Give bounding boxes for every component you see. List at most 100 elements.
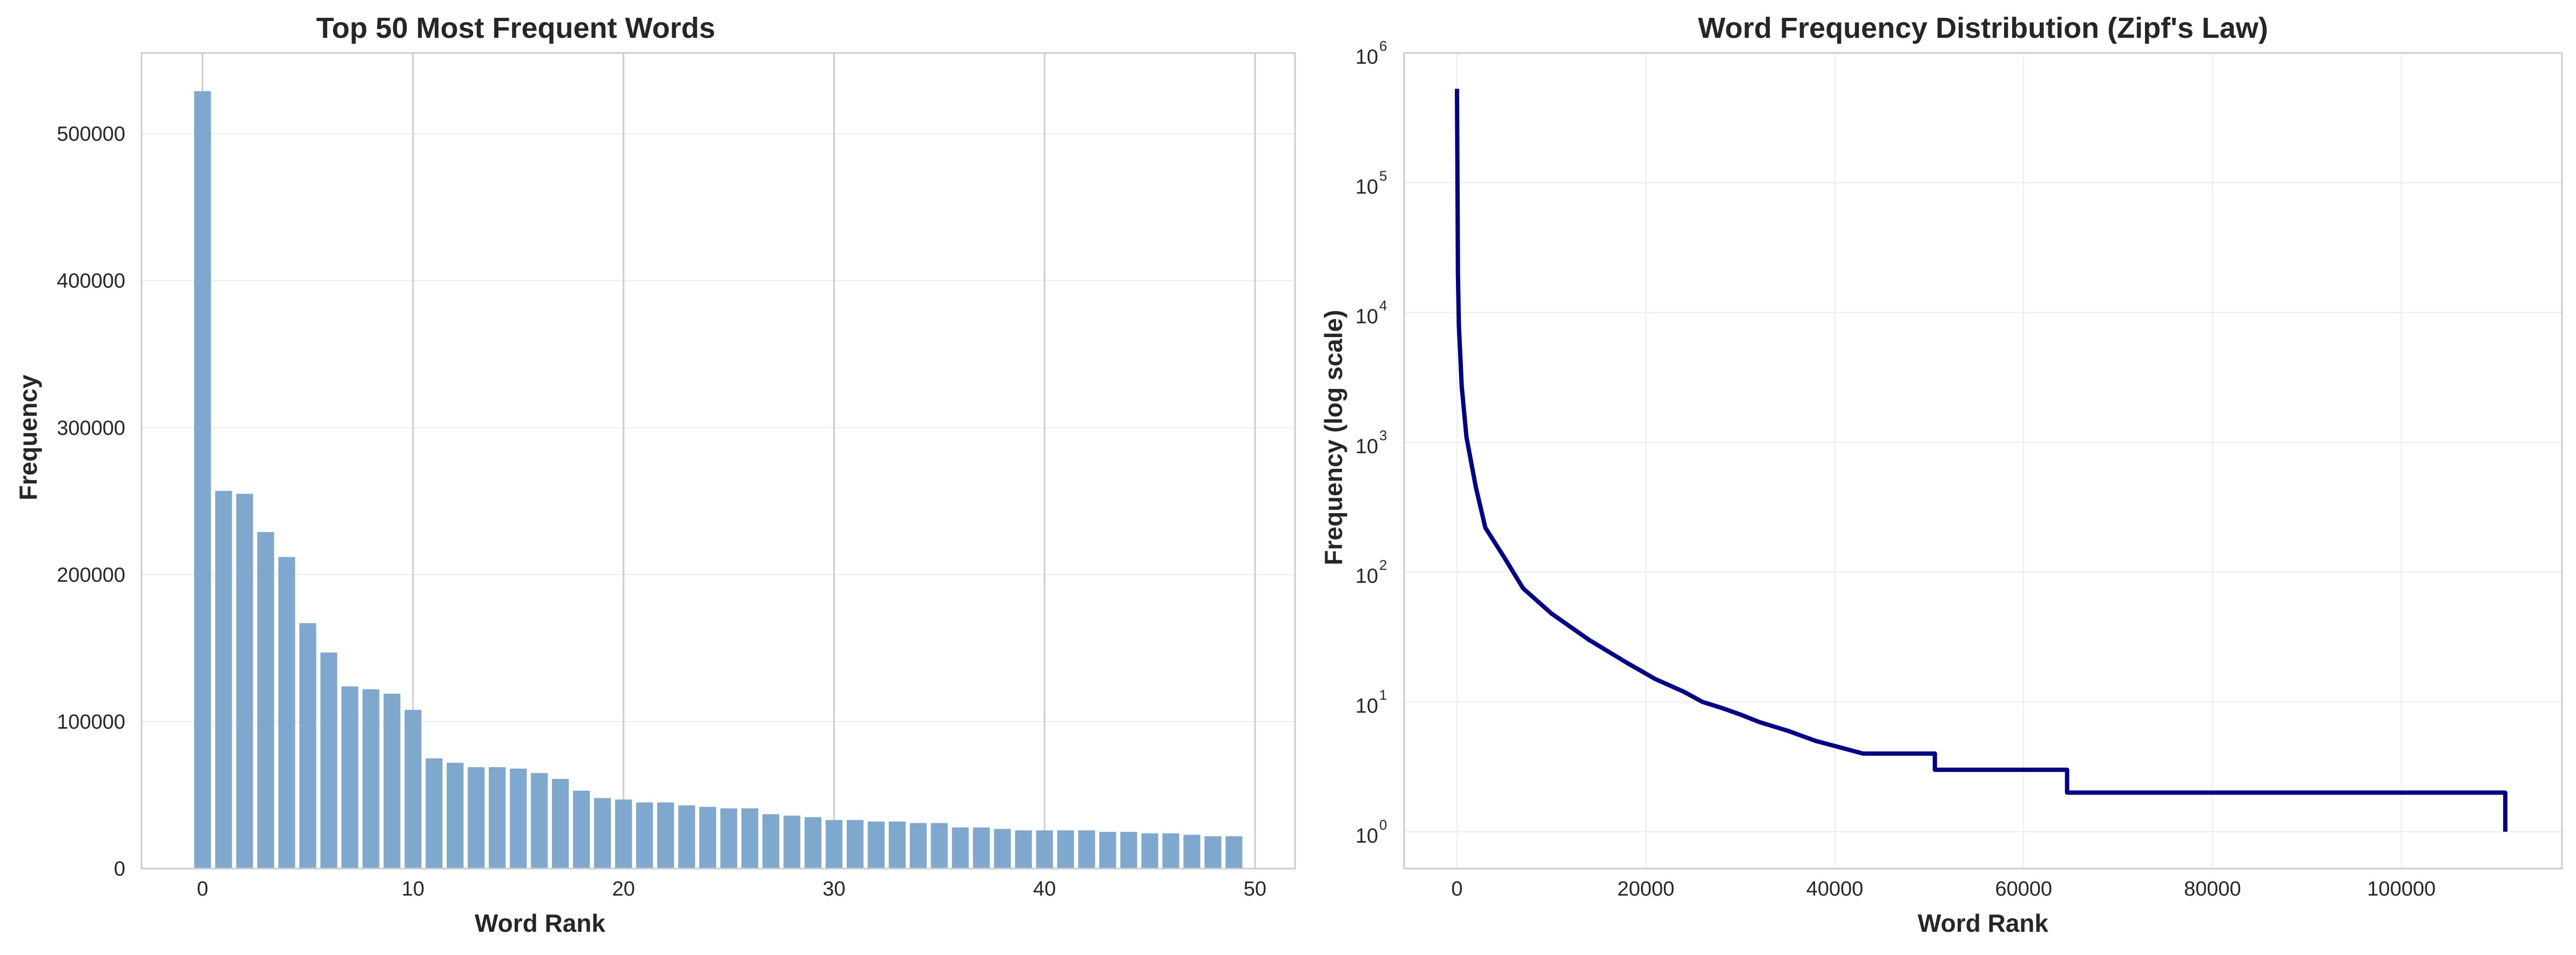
bar bbox=[278, 557, 295, 869]
bar bbox=[615, 799, 632, 869]
zipf-chart-grid bbox=[1404, 52, 2562, 869]
bar bbox=[699, 806, 717, 869]
y-tick-base: 10 bbox=[1356, 306, 1378, 328]
bar bbox=[930, 823, 948, 869]
bar bbox=[1204, 836, 1222, 869]
bar bbox=[973, 827, 990, 869]
bar bbox=[762, 814, 780, 869]
y-tick-label: 200000 bbox=[57, 564, 125, 587]
bar bbox=[447, 763, 464, 869]
bar bbox=[426, 758, 443, 869]
bar bbox=[362, 689, 380, 869]
x-tick-label: 0 bbox=[197, 878, 208, 900]
bar bbox=[1141, 833, 1158, 869]
bar bbox=[552, 779, 569, 869]
bar bbox=[383, 694, 401, 869]
bar bbox=[489, 767, 506, 869]
x-tick-label: 40 bbox=[1033, 878, 1056, 900]
y-tick-exponent: 3 bbox=[1379, 427, 1387, 443]
y-tick-exponent: 2 bbox=[1379, 557, 1387, 573]
y-tick-label: 10 4 bbox=[1356, 298, 1387, 328]
bar bbox=[867, 821, 885, 869]
bar bbox=[1078, 830, 1095, 869]
bar bbox=[341, 686, 359, 869]
bar bbox=[1162, 833, 1179, 869]
y-tick-base: 10 bbox=[1356, 46, 1378, 69]
y-tick-label: 300000 bbox=[57, 417, 125, 440]
y-tick-base: 10 bbox=[1356, 435, 1378, 458]
bar bbox=[320, 653, 338, 869]
bar bbox=[299, 623, 316, 869]
bar bbox=[783, 816, 801, 869]
bar-chart-frame bbox=[140, 52, 1296, 870]
bar bbox=[741, 808, 759, 869]
x-tick-label: 10 bbox=[402, 878, 424, 900]
y-tick-label: 10 3 bbox=[1356, 427, 1387, 458]
bar-chart-y-ticks: 0 100000 200000 300000 400000 500000 bbox=[57, 123, 125, 880]
bar-chart-y-axis-label: Frequency bbox=[14, 374, 42, 500]
bar bbox=[804, 817, 821, 869]
bar bbox=[1057, 830, 1074, 869]
y-tick-label: 10 2 bbox=[1356, 557, 1387, 588]
bar bbox=[678, 805, 696, 869]
bar-chart-x-axis-label: Word Rank bbox=[475, 909, 605, 937]
y-tick-label: 10 6 bbox=[1356, 38, 1387, 69]
y-tick-label: 10 0 bbox=[1356, 817, 1387, 848]
zipf-chart-y-axis-label: Frequency (log scale) bbox=[1319, 310, 1347, 566]
y-tick-base: 10 bbox=[1356, 825, 1378, 848]
bar bbox=[215, 490, 232, 869]
bar bbox=[1183, 835, 1201, 869]
bar bbox=[194, 91, 211, 869]
y-tick-exponent: 5 bbox=[1379, 167, 1387, 184]
bar bbox=[888, 821, 906, 869]
y-tick-label: 500000 bbox=[57, 123, 125, 146]
bar-chart-panel: 0 10 20 30 40 50 0 100000 200000 300000 400000 500… bbox=[14, 12, 1296, 937]
bar bbox=[1015, 830, 1032, 869]
x-tick-label: 30 bbox=[822, 878, 845, 900]
y-tick-label: 0 bbox=[114, 858, 125, 880]
bar bbox=[994, 829, 1011, 869]
bar bbox=[1036, 830, 1053, 869]
x-tick-label: 60000 bbox=[1995, 878, 2052, 900]
bar bbox=[404, 710, 422, 869]
bar bbox=[573, 790, 590, 869]
zipf-chart-title: Word Frequency Distribution (Zipf's Law) bbox=[1698, 12, 2268, 44]
bar-chart-bars bbox=[194, 91, 1243, 869]
bar bbox=[657, 802, 675, 869]
bar bbox=[1099, 831, 1116, 869]
x-tick-label: 40000 bbox=[1806, 878, 1864, 900]
bar bbox=[846, 820, 864, 869]
bar-chart-x-ticks: 0 10 20 30 40 50 bbox=[197, 878, 1266, 900]
y-tick-label: 10 1 bbox=[1356, 687, 1387, 717]
bar-chart-title: Top 50 Most Frequent Words bbox=[316, 12, 715, 44]
y-tick-exponent: 0 bbox=[1379, 817, 1387, 833]
y-tick-exponent: 6 bbox=[1379, 38, 1387, 54]
bar bbox=[468, 767, 485, 869]
bar bbox=[236, 494, 253, 869]
bar bbox=[825, 820, 842, 869]
bar bbox=[636, 802, 653, 869]
bar bbox=[531, 773, 548, 869]
zipf-chart-x-axis-label: Word Rank bbox=[1918, 909, 2048, 937]
bar bbox=[952, 827, 969, 869]
y-tick-exponent: 4 bbox=[1379, 298, 1387, 314]
x-tick-label: 20000 bbox=[1617, 878, 1675, 900]
x-tick-label: 20 bbox=[612, 878, 635, 900]
x-tick-label: 0 bbox=[1451, 878, 1462, 900]
bar bbox=[257, 532, 274, 869]
x-tick-label: 100000 bbox=[2367, 878, 2436, 900]
y-tick-base: 10 bbox=[1356, 565, 1378, 588]
x-tick-label: 80000 bbox=[2184, 878, 2241, 900]
bar bbox=[1225, 836, 1243, 869]
y-tick-exponent: 1 bbox=[1379, 687, 1387, 703]
y-tick-base: 10 bbox=[1356, 176, 1378, 198]
y-tick-label: 400000 bbox=[57, 270, 125, 293]
y-tick-label: 10 5 bbox=[1356, 167, 1387, 198]
zipf-series-line bbox=[1454, 89, 2508, 832]
y-tick-label: 100000 bbox=[57, 711, 125, 734]
bar bbox=[594, 798, 611, 869]
bar bbox=[909, 823, 927, 869]
